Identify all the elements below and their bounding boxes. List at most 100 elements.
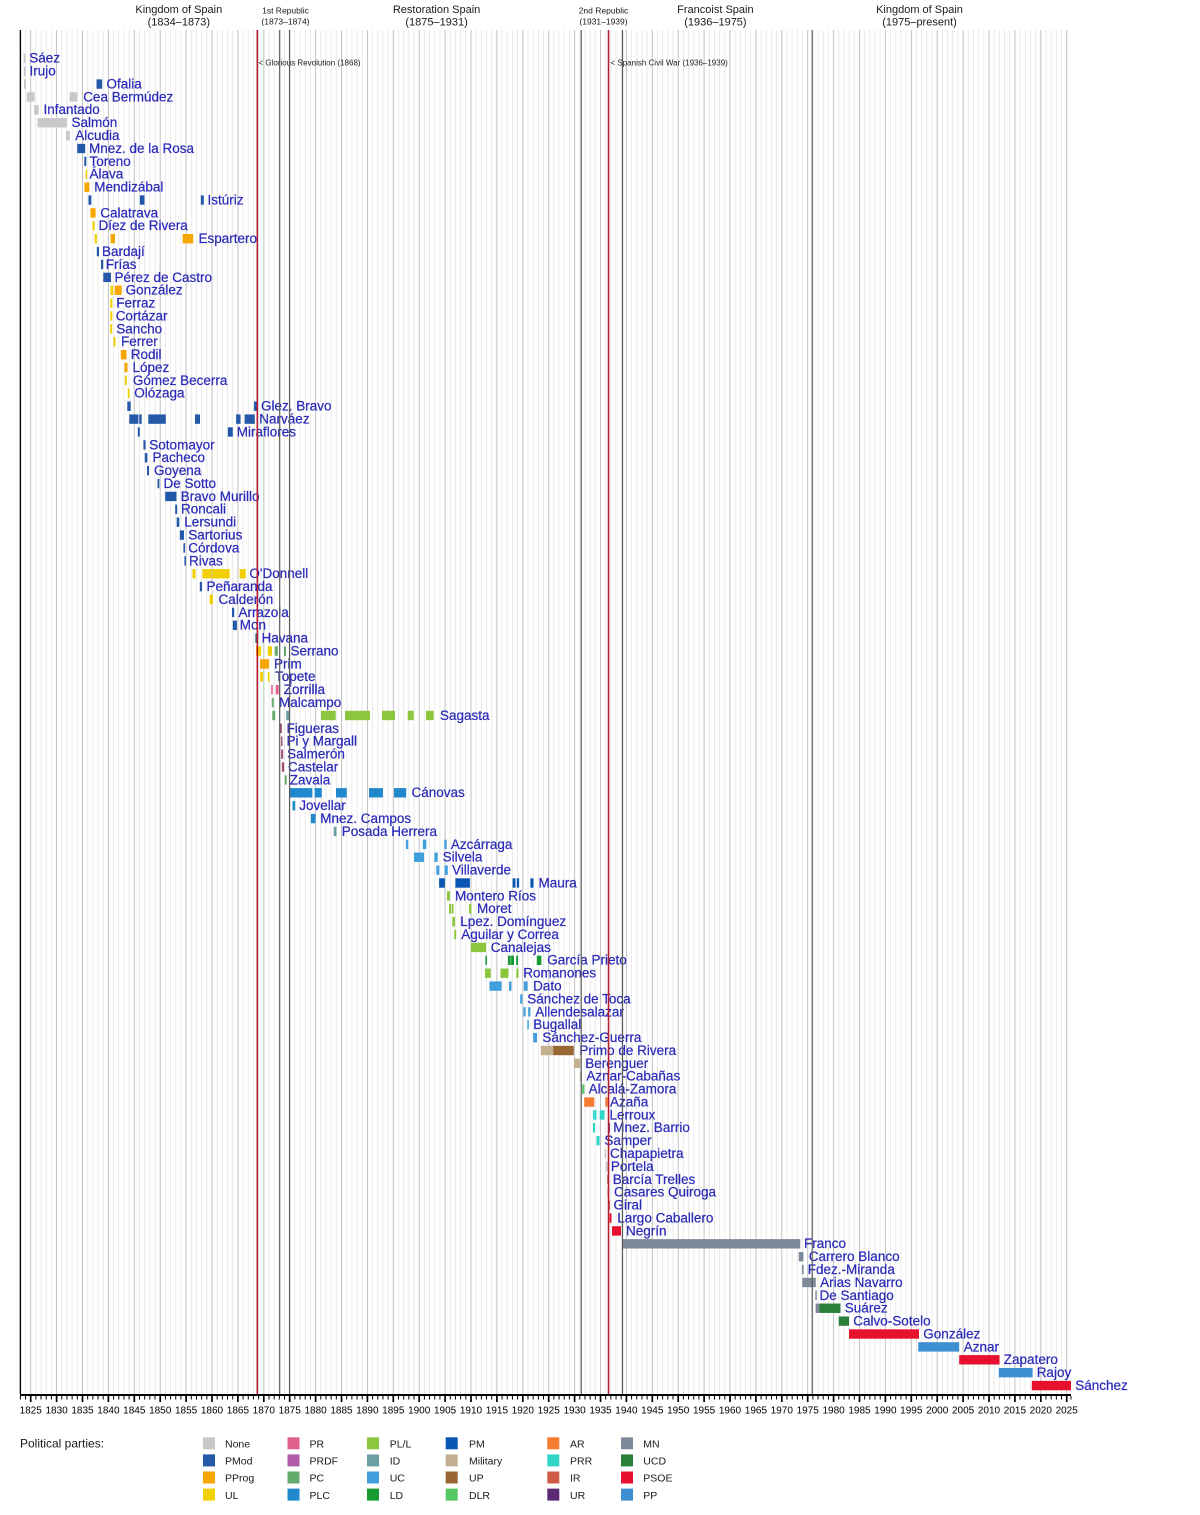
svg-text:Salmerón: Salmerón xyxy=(287,747,345,762)
svg-text:Lpez. Domínguez: Lpez. Domínguez xyxy=(460,914,566,929)
svg-text:AR: AR xyxy=(570,1439,585,1451)
svg-text:2015: 2015 xyxy=(1004,1406,1027,1417)
svg-text:García Prieto: García Prieto xyxy=(547,953,627,968)
svg-text:Sancho: Sancho xyxy=(116,321,162,336)
svg-text:PLC: PLC xyxy=(310,1490,331,1502)
svg-text:PC: PC xyxy=(310,1473,325,1485)
svg-text:2025: 2025 xyxy=(1056,1406,1079,1417)
svg-text:1850: 1850 xyxy=(149,1406,172,1417)
svg-text:1865: 1865 xyxy=(227,1406,250,1417)
svg-text:Primo de Rivera: Primo de Rivera xyxy=(579,1043,676,1058)
svg-text:1880: 1880 xyxy=(304,1406,327,1417)
svg-text:2010: 2010 xyxy=(978,1406,1001,1417)
svg-text:Infantado: Infantado xyxy=(44,102,100,117)
svg-text:1920: 1920 xyxy=(512,1406,535,1417)
svg-text:UL: UL xyxy=(225,1490,239,1502)
svg-text:Castelar: Castelar xyxy=(288,759,339,774)
svg-text:1st Republic: 1st Republic xyxy=(262,6,310,16)
svg-text:Pacheco: Pacheco xyxy=(153,450,206,465)
svg-text:Jovellar: Jovellar xyxy=(299,798,346,813)
svg-text:Pérez de Castro: Pérez de Castro xyxy=(115,270,213,285)
svg-text:2nd Republic: 2nd Republic xyxy=(579,6,629,16)
svg-text:1935: 1935 xyxy=(589,1406,612,1417)
svg-text:Istúriz: Istúriz xyxy=(208,192,244,207)
svg-text:(1931–1939): (1931–1939) xyxy=(579,16,627,26)
svg-text:Sánchez de Toca: Sánchez de Toca xyxy=(527,991,631,1006)
svg-text:(1975–present): (1975–present) xyxy=(882,17,957,29)
svg-text:Sartorius: Sartorius xyxy=(188,527,242,542)
svg-text:Canalejas: Canalejas xyxy=(491,940,551,955)
svg-text:1830: 1830 xyxy=(45,1406,68,1417)
svg-text:1975: 1975 xyxy=(797,1406,820,1417)
svg-text:2000: 2000 xyxy=(926,1406,949,1417)
svg-text:1870: 1870 xyxy=(253,1406,276,1417)
svg-text:Rivas: Rivas xyxy=(189,553,223,568)
svg-text:2005: 2005 xyxy=(952,1406,975,1417)
svg-text:Espartero: Espartero xyxy=(199,231,258,246)
svg-text:Azcárraga: Azcárraga xyxy=(451,837,513,852)
svg-text:1995: 1995 xyxy=(900,1406,923,1417)
svg-text:Azaña: Azaña xyxy=(610,1094,649,1109)
svg-text:1910: 1910 xyxy=(460,1406,483,1417)
svg-text:Prim: Prim xyxy=(274,656,302,671)
svg-text:Kingdom of Spain: Kingdom of Spain xyxy=(876,4,963,16)
svg-text:PProg: PProg xyxy=(225,1473,254,1485)
svg-text:Cea Bermúdez: Cea Bermúdez xyxy=(83,89,173,104)
svg-text:Alcudia: Alcudia xyxy=(75,128,120,143)
svg-text:1905: 1905 xyxy=(434,1406,457,1417)
svg-text:Montero Ríos: Montero Ríos xyxy=(455,888,536,903)
svg-text:Chapapietra: Chapapietra xyxy=(610,1146,684,1161)
svg-text:1980: 1980 xyxy=(822,1406,845,1417)
svg-text:< Spanish Civil War (1936–1939: < Spanish Civil War (1936–1939) xyxy=(611,59,729,68)
svg-text:Cortázar: Cortázar xyxy=(116,308,168,323)
svg-text:Roncali: Roncali xyxy=(181,502,226,517)
svg-text:(1834–1873): (1834–1873) xyxy=(148,17,210,29)
svg-text:1835: 1835 xyxy=(71,1406,94,1417)
svg-text:Mnez. Campos: Mnez. Campos xyxy=(320,811,411,826)
svg-text:None: None xyxy=(225,1439,250,1451)
svg-text:Aznar-Cabañas: Aznar-Cabañas xyxy=(586,1069,680,1084)
svg-text:1825: 1825 xyxy=(20,1406,43,1417)
svg-text:Topete: Topete xyxy=(275,669,316,684)
svg-text:Córdova: Córdova xyxy=(188,540,240,555)
svg-text:Giral: Giral xyxy=(614,1198,643,1213)
svg-text:Military: Military xyxy=(469,1456,503,1468)
svg-text:(1873–1874): (1873–1874) xyxy=(261,16,309,26)
svg-text:IR: IR xyxy=(570,1473,581,1485)
svg-text:1940: 1940 xyxy=(615,1406,638,1417)
svg-text:ID: ID xyxy=(390,1456,401,1468)
svg-text:Villaverde: Villaverde xyxy=(452,863,511,878)
svg-text:Calvo-Sotelo: Calvo-Sotelo xyxy=(853,1314,930,1329)
svg-text:Sánchez-Guerra: Sánchez-Guerra xyxy=(542,1030,642,1045)
svg-text:Casares Quiroga: Casares Quiroga xyxy=(614,1185,717,1200)
svg-text:Rajoy: Rajoy xyxy=(1037,1365,1072,1380)
svg-text:Largo Caballero: Largo Caballero xyxy=(617,1210,713,1225)
svg-text:Rodil: Rodil xyxy=(131,347,162,362)
svg-text:1945: 1945 xyxy=(641,1406,664,1417)
svg-text:Álava: Álava xyxy=(90,167,124,182)
svg-text:Mon: Mon xyxy=(240,618,266,633)
svg-text:Narváez: Narváez xyxy=(259,412,310,427)
svg-text:Olózaga: Olózaga xyxy=(134,386,185,401)
svg-text:Bugallal: Bugallal xyxy=(533,1017,581,1032)
svg-text:Political parties:: Political parties: xyxy=(20,1437,104,1451)
svg-text:1985: 1985 xyxy=(848,1406,871,1417)
svg-text:Zapatero: Zapatero xyxy=(1004,1352,1058,1367)
svg-text:1885: 1885 xyxy=(330,1406,353,1417)
svg-text:Kingdom of Spain: Kingdom of Spain xyxy=(135,4,222,16)
svg-text:(1936–1975): (1936–1975) xyxy=(684,17,746,29)
svg-text:Peñaranda: Peñaranda xyxy=(207,579,274,594)
svg-text:Salmón: Salmón xyxy=(72,115,118,130)
svg-text:2020: 2020 xyxy=(1030,1406,1053,1417)
svg-text:Pi y Margall: Pi y Margall xyxy=(287,734,358,749)
svg-text:Moret: Moret xyxy=(477,901,512,916)
svg-text:PRR: PRR xyxy=(570,1456,593,1468)
svg-text:Havana: Havana xyxy=(262,631,309,646)
svg-text:MN: MN xyxy=(643,1439,659,1451)
svg-text:Franco: Franco xyxy=(804,1236,846,1251)
svg-text:PM: PM xyxy=(469,1439,485,1451)
svg-text:1990: 1990 xyxy=(874,1406,897,1417)
svg-text:Zavala: Zavala xyxy=(290,772,331,787)
svg-text:Alcalá-Zamora: Alcalá-Zamora xyxy=(589,1082,677,1097)
svg-text:Posada Herrera: Posada Herrera xyxy=(342,824,438,839)
